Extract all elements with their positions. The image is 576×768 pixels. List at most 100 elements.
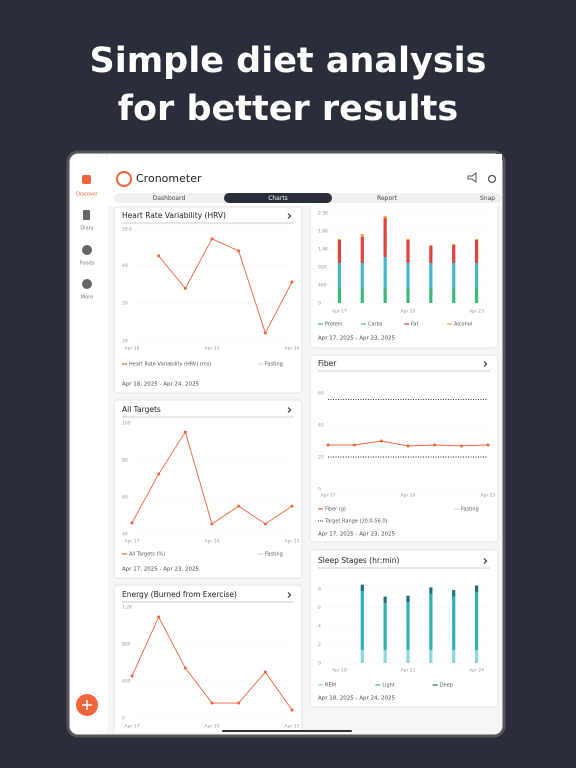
card-title: Heart Rate Variability (HRV) bbox=[122, 211, 226, 220]
point bbox=[486, 443, 490, 447]
y-tick-label: 800 bbox=[122, 642, 131, 648]
bar-segment bbox=[383, 288, 387, 303]
point bbox=[290, 280, 294, 284]
x-tick-label: Apr 23 bbox=[285, 724, 300, 730]
card bbox=[309, 206, 499, 349]
card bbox=[113, 206, 303, 394]
bar-segment bbox=[360, 591, 364, 651]
tab[interactable]: Snap bbox=[480, 195, 495, 202]
x-tick-label: Apr 24 bbox=[285, 346, 300, 352]
point bbox=[130, 521, 134, 525]
date-range: Apr 17, 2025 - Apr 23, 2025 bbox=[318, 532, 395, 538]
y-tick-label: 0 bbox=[122, 716, 125, 722]
announce-icon[interactable] bbox=[467, 172, 477, 183]
y-tick-label: 58.6 bbox=[122, 227, 132, 233]
tab[interactable]: Charts bbox=[268, 195, 288, 202]
bar-segment bbox=[429, 587, 433, 594]
tab[interactable]: Report bbox=[377, 195, 398, 202]
y-tick-label: 0 bbox=[318, 301, 321, 307]
bar-segment bbox=[360, 234, 364, 238]
bar-segment bbox=[474, 288, 479, 303]
nav-item[interactable]: Discover bbox=[76, 192, 99, 198]
card-title: Energy (Burned from Exercise) bbox=[122, 590, 237, 599]
discover-icon[interactable] bbox=[82, 175, 91, 184]
card-title: Sleep Stages (hr:min) bbox=[318, 556, 399, 565]
bar-segment bbox=[337, 288, 342, 303]
x-tick-label: Apr 20 bbox=[205, 539, 220, 545]
x-tick-label: Apr 20 bbox=[401, 493, 416, 499]
bar-segment bbox=[406, 650, 410, 663]
y-tick-label: 80 bbox=[122, 458, 128, 464]
point bbox=[237, 701, 241, 705]
bar-segment bbox=[360, 263, 364, 289]
bar-segment bbox=[337, 238, 342, 240]
x-tick-label: Apr 23 bbox=[469, 309, 484, 315]
plus-icon bbox=[82, 700, 92, 710]
date-range: Apr 18, 2025 - Apr 24, 2025 bbox=[122, 382, 199, 388]
point bbox=[157, 615, 161, 619]
bar-segment bbox=[429, 245, 433, 247]
x-tick-label: Apr 24 bbox=[469, 668, 484, 674]
chevron bbox=[287, 592, 292, 598]
more-icon[interactable] bbox=[82, 279, 92, 289]
bar-segment bbox=[337, 240, 342, 264]
bar-segment bbox=[429, 288, 433, 303]
y-tick-label: 2.3K bbox=[318, 211, 329, 217]
settings-icon[interactable] bbox=[487, 174, 497, 184]
y-tick-label: 1.4K bbox=[318, 247, 329, 253]
nav-item[interactable]: Foods bbox=[80, 261, 95, 267]
logo bbox=[116, 171, 132, 187]
y-tick-label: 60 bbox=[318, 391, 324, 397]
bar-segment bbox=[474, 238, 479, 240]
x-tick-label: Apr 18 bbox=[125, 346, 140, 352]
bar-segment bbox=[452, 245, 456, 264]
bar-segment bbox=[429, 263, 433, 289]
foods-icon[interactable] bbox=[82, 245, 92, 255]
y-tick-label: 400 bbox=[122, 679, 131, 685]
y-tick-label: 20 bbox=[318, 455, 324, 461]
x-tick-label: Apr 17 bbox=[321, 493, 336, 499]
headline: Simple diet analysis bbox=[90, 41, 487, 81]
point bbox=[210, 701, 214, 705]
diary-icon[interactable] bbox=[83, 210, 90, 220]
bar-segment bbox=[406, 240, 410, 264]
tab[interactable]: Dashboard bbox=[153, 195, 186, 202]
point bbox=[210, 237, 214, 241]
line bbox=[158, 238, 293, 335]
bar-segment bbox=[360, 650, 364, 663]
x-tick-label: Apr 23 bbox=[285, 539, 300, 545]
date-range: Apr 17, 2025 - Apr 23, 2025 bbox=[318, 336, 395, 342]
x-tick-label: Apr 21 bbox=[401, 668, 416, 674]
card bbox=[309, 549, 499, 708]
nav-item[interactable]: Diary bbox=[80, 226, 93, 232]
bar-segment bbox=[383, 216, 387, 219]
chevron bbox=[483, 361, 488, 367]
y-tick-label: 0 bbox=[318, 487, 321, 493]
card bbox=[113, 584, 303, 732]
y-tick-label: 6 bbox=[318, 605, 321, 611]
y-tick-label: 100 bbox=[122, 421, 131, 427]
bar-segment bbox=[474, 263, 479, 289]
card bbox=[309, 354, 499, 543]
bar-segment bbox=[383, 603, 387, 651]
legend-label: Carbs bbox=[368, 322, 383, 328]
chevron bbox=[483, 558, 488, 564]
bar-segment bbox=[474, 650, 479, 663]
y-tick-label: 4 bbox=[318, 624, 321, 630]
legend-label: Fasting bbox=[265, 552, 283, 558]
y-tick-label: 2 bbox=[318, 642, 321, 648]
bar-segment bbox=[383, 257, 387, 289]
bar-segment bbox=[406, 288, 410, 303]
legend-label: Target Range (20.0-56.0) bbox=[324, 519, 388, 525]
bar-segment bbox=[452, 596, 456, 651]
bar-segment bbox=[383, 218, 387, 258]
nav-item[interactable]: More bbox=[81, 295, 93, 301]
y-tick-label: 1.8K bbox=[318, 229, 329, 235]
bar-segment bbox=[406, 263, 410, 289]
point bbox=[433, 443, 437, 447]
point bbox=[237, 249, 241, 253]
point bbox=[157, 254, 161, 258]
y-tick-label: 0 bbox=[318, 661, 321, 667]
point bbox=[210, 522, 214, 526]
